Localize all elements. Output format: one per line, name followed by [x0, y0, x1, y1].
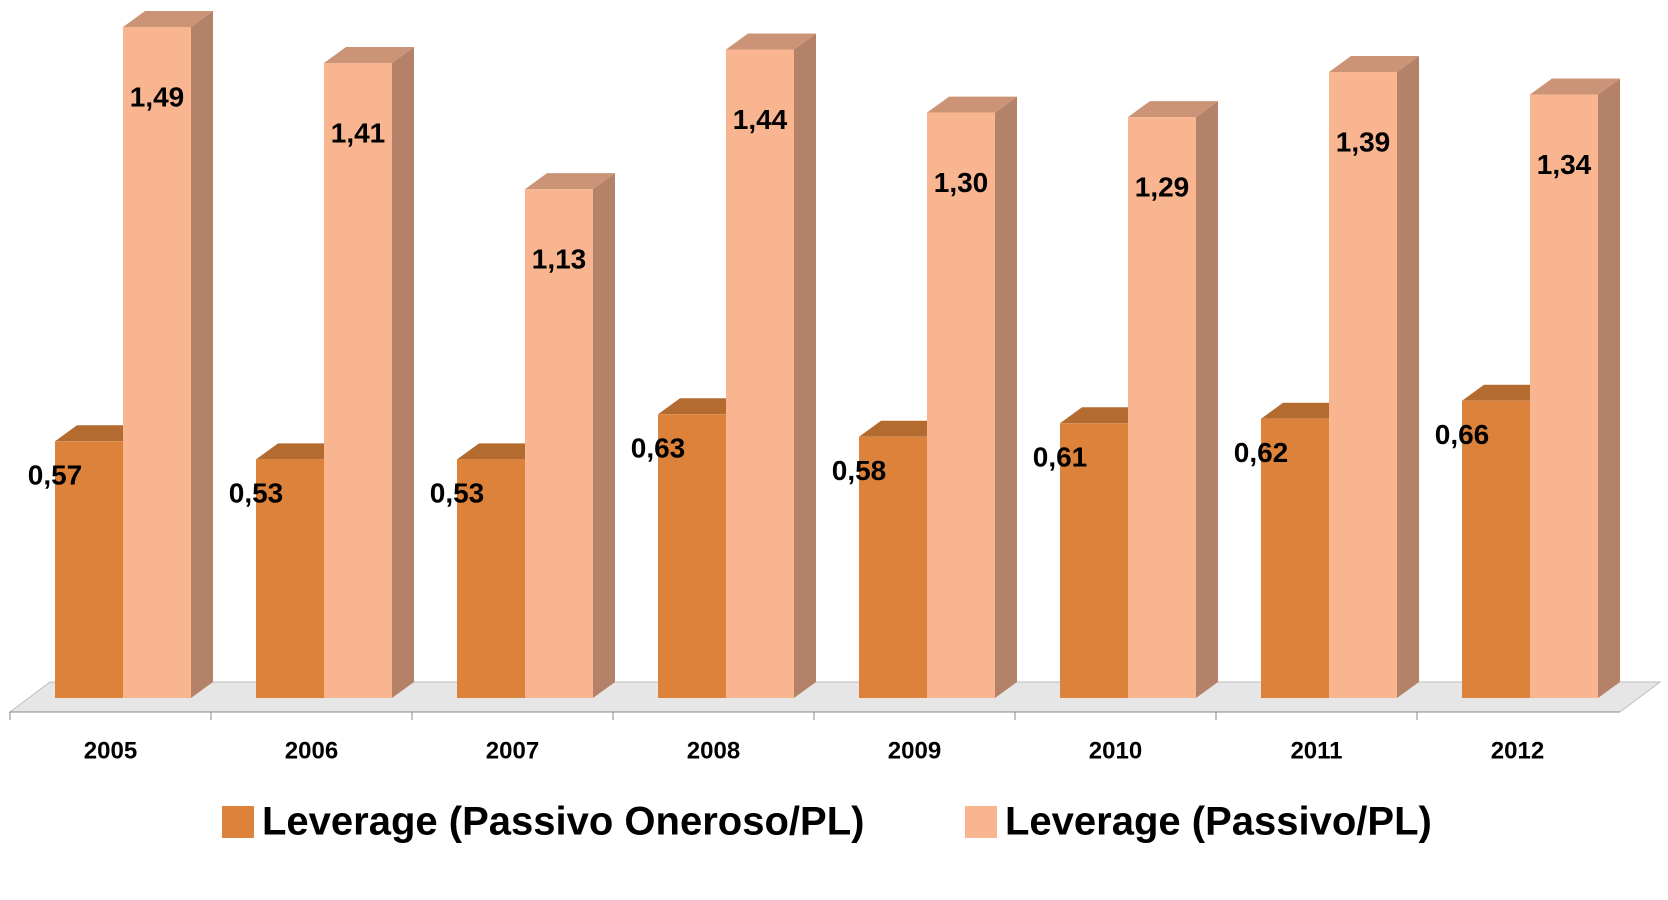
legend-swatch	[222, 806, 254, 838]
data-label: 1,44	[733, 104, 788, 135]
bar-top	[123, 11, 213, 27]
data-label: 0,57	[28, 460, 83, 491]
bar	[525, 189, 593, 699]
data-label: 1,39	[1336, 126, 1391, 157]
bar-top	[457, 443, 547, 460]
bar	[1530, 94, 1598, 698]
bar-side	[392, 47, 414, 698]
x-tick-label: 2010	[1089, 737, 1142, 764]
data-label: 0,66	[1435, 419, 1490, 450]
data-label: 1,30	[934, 167, 989, 198]
bar-side	[995, 96, 1017, 698]
bar-side	[1598, 78, 1620, 698]
bar-top	[1128, 101, 1218, 118]
legend-label: Leverage (Passivo Oneroso/PL)	[262, 800, 864, 844]
bar-top	[1462, 384, 1552, 401]
bar	[1128, 117, 1196, 698]
legend-swatch	[965, 806, 997, 838]
bar-top	[1329, 56, 1419, 73]
data-label: 0,53	[229, 478, 284, 509]
x-tick-label: 2011	[1290, 737, 1342, 764]
bar-top	[726, 33, 816, 50]
bar	[123, 27, 191, 698]
bar-top	[256, 443, 346, 460]
bar-top	[1530, 78, 1620, 95]
bar	[859, 436, 927, 698]
bar-side	[794, 33, 816, 698]
data-label: 0,58	[832, 455, 887, 486]
legend-label: Leverage (Passivo/PL)	[1005, 800, 1432, 844]
data-label: 0,61	[1033, 442, 1088, 473]
data-label: 0,53	[430, 478, 485, 509]
data-label: 1,13	[532, 244, 587, 275]
x-tick-label: 2009	[888, 737, 941, 764]
bar	[1462, 400, 1530, 698]
data-label: 0,63	[631, 433, 686, 464]
bar	[1060, 423, 1128, 698]
data-label: 1,49	[130, 81, 185, 112]
bar-side	[593, 173, 615, 699]
bar	[1329, 72, 1397, 698]
x-tick-label: 2008	[687, 737, 740, 764]
data-label: 1,29	[1135, 171, 1190, 202]
data-label: 1,41	[331, 117, 386, 148]
bar-top	[1261, 402, 1351, 419]
x-tick-label: 2007	[486, 737, 539, 764]
bar	[726, 49, 794, 698]
bar-top	[324, 47, 414, 64]
bar-side	[191, 11, 213, 698]
bar	[457, 459, 525, 698]
bar-side	[1397, 56, 1419, 698]
bar	[256, 459, 324, 698]
data-label: 1,34	[1537, 149, 1592, 180]
x-tick-label: 2006	[285, 737, 338, 764]
bar	[55, 441, 123, 698]
bar	[658, 414, 726, 698]
data-label: 0,62	[1234, 437, 1289, 468]
x-tick-label: 2005	[84, 737, 137, 764]
bar-top	[525, 173, 615, 190]
bar	[1261, 418, 1329, 698]
bar-top	[1060, 407, 1150, 424]
bar-top	[859, 420, 949, 437]
bar-top	[55, 425, 145, 442]
bar	[324, 63, 392, 698]
x-tick-label: 2012	[1491, 737, 1544, 764]
bar	[927, 112, 995, 698]
bar-side	[1196, 101, 1218, 698]
bar-top	[658, 398, 748, 415]
bar-top	[927, 96, 1017, 113]
